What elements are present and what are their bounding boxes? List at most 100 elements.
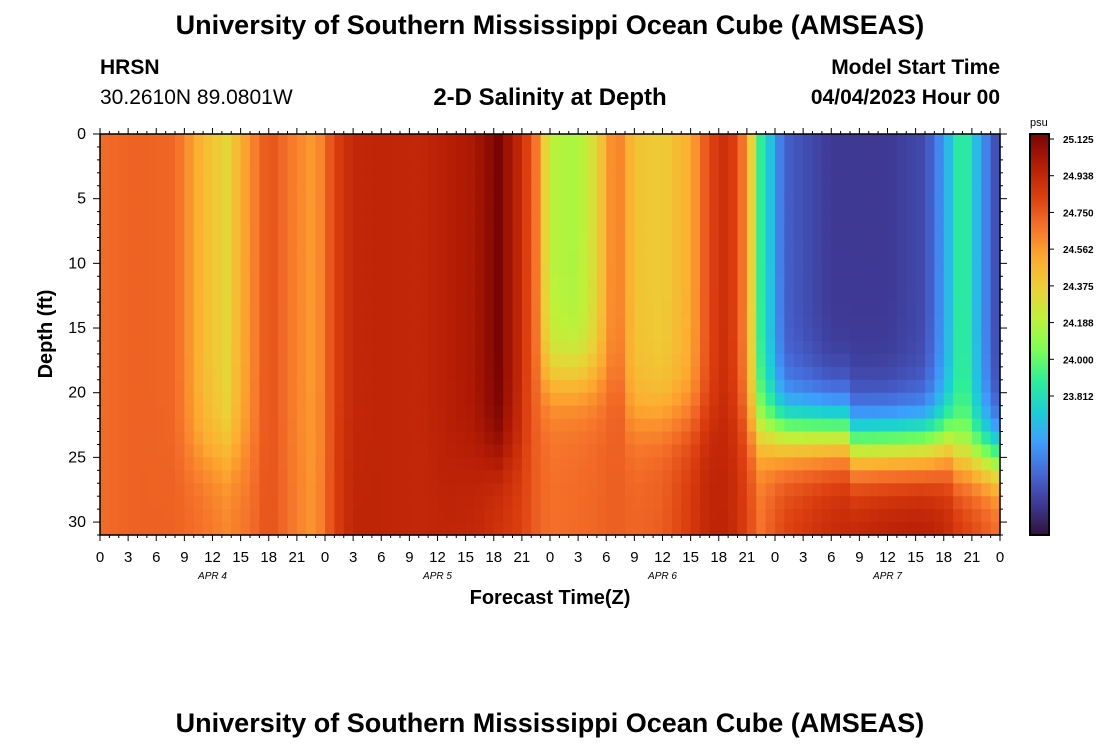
heatmap-cell <box>475 315 485 329</box>
heatmap-cell <box>803 224 814 239</box>
heatmap-cell <box>709 146 720 161</box>
heatmap-cell <box>728 289 739 303</box>
heatmap-cell <box>400 315 410 329</box>
heatmap-cell <box>315 353 326 368</box>
heatmap-cell <box>615 522 626 536</box>
heatmap-cell <box>109 483 120 497</box>
heatmap-cell <box>456 418 467 433</box>
heatmap-cell <box>784 276 795 290</box>
heatmap-cell <box>362 457 373 471</box>
heatmap-cell <box>456 470 467 484</box>
heatmap-cell <box>250 457 260 471</box>
heatmap-cell <box>268 134 279 148</box>
heatmap-cell <box>643 224 654 239</box>
heatmap-cell <box>231 392 242 407</box>
heatmap-cell <box>165 328 176 342</box>
heatmap-cell <box>615 470 626 484</box>
heatmap-cell <box>315 496 326 510</box>
heatmap-cell <box>165 276 176 290</box>
heatmap-cell <box>343 496 354 510</box>
heatmap-cell <box>850 250 860 264</box>
heatmap-cell <box>409 522 420 536</box>
heatmap-cell <box>643 457 654 471</box>
heatmap-cell <box>250 496 260 510</box>
heatmap-cell <box>756 509 767 523</box>
heatmap-cell <box>221 353 232 368</box>
heatmap-cell <box>821 496 832 510</box>
heatmap-cell <box>709 418 720 433</box>
heatmap-cell <box>175 302 185 316</box>
heatmap-cell <box>934 328 945 342</box>
heatmap-cell <box>146 418 157 433</box>
heatmap-cell <box>906 315 917 329</box>
heatmap-cell <box>606 211 617 226</box>
heatmap-cell <box>475 224 485 239</box>
heatmap-cell <box>240 509 251 523</box>
heatmap-cell <box>156 134 167 148</box>
heatmap-cell <box>334 263 345 277</box>
heatmap-cell <box>953 457 964 471</box>
colorbar: psu 25.12524.93824.75024.56224.37524.188… <box>1029 117 1094 536</box>
heatmap-cell <box>962 366 973 381</box>
heatmap-cell <box>137 172 148 187</box>
heatmap-cell <box>165 431 176 446</box>
heatmap-cell <box>409 353 420 368</box>
heatmap-cell <box>653 237 664 252</box>
heatmap-cell <box>559 146 570 161</box>
heatmap-cell <box>334 146 345 161</box>
heatmap-cell <box>550 431 560 446</box>
heatmap-cell <box>456 276 467 290</box>
heatmap-cell <box>962 224 973 239</box>
heatmap-cell <box>953 302 964 316</box>
heatmap-cell <box>587 237 598 252</box>
heatmap-cell <box>859 172 870 187</box>
heatmap-cell <box>531 146 542 161</box>
heatmap-cell <box>400 146 410 161</box>
heatmap-cell <box>812 134 823 148</box>
heatmap-cell <box>109 405 120 420</box>
heatmap-cell <box>100 172 110 187</box>
heatmap-cell <box>484 315 495 329</box>
heatmap-cell <box>606 198 617 213</box>
heatmap-cell <box>803 340 814 355</box>
heatmap-cell <box>503 483 514 497</box>
heatmap-cell <box>700 224 710 239</box>
heatmap-cell <box>493 444 504 458</box>
heatmap-cell <box>662 496 673 510</box>
heatmap-cell <box>118 185 129 200</box>
heatmap-cell <box>353 431 364 446</box>
heatmap-cell <box>559 496 570 510</box>
y-axis-label: Depth (ft) <box>35 290 57 379</box>
heatmap-cell <box>475 146 485 161</box>
heatmap-cell <box>840 431 851 446</box>
heatmap-cell <box>456 302 467 316</box>
heatmap-cell <box>643 263 654 277</box>
heatmap-cell <box>456 289 467 303</box>
heatmap-cell <box>437 340 448 355</box>
heatmap-cell <box>409 276 420 290</box>
heatmap-cell <box>100 302 110 316</box>
heatmap-cell <box>146 146 157 161</box>
heatmap-cell <box>700 522 710 536</box>
heatmap-cell <box>184 483 195 497</box>
heatmap-cell <box>418 418 429 433</box>
heatmap-cell <box>231 172 242 187</box>
heatmap-cell <box>437 509 448 523</box>
heatmap-cell <box>221 224 232 239</box>
heatmap-cell <box>953 379 964 394</box>
heatmap-cell <box>681 444 692 458</box>
heatmap-cell <box>681 172 692 187</box>
heatmap-cell <box>231 237 242 252</box>
heatmap-cell <box>203 159 214 174</box>
heatmap-cell <box>287 366 298 381</box>
heatmap-cell <box>465 159 476 174</box>
heatmap-cell <box>250 159 260 174</box>
heatmap-cell <box>709 405 720 420</box>
heatmap-cell <box>484 392 495 407</box>
heatmap-cell <box>503 315 514 329</box>
heatmap-cell <box>559 289 570 303</box>
heatmap-cell <box>709 237 720 252</box>
heatmap-cell <box>212 366 223 381</box>
heatmap-cell <box>221 276 232 290</box>
heatmap-cell <box>128 172 139 187</box>
